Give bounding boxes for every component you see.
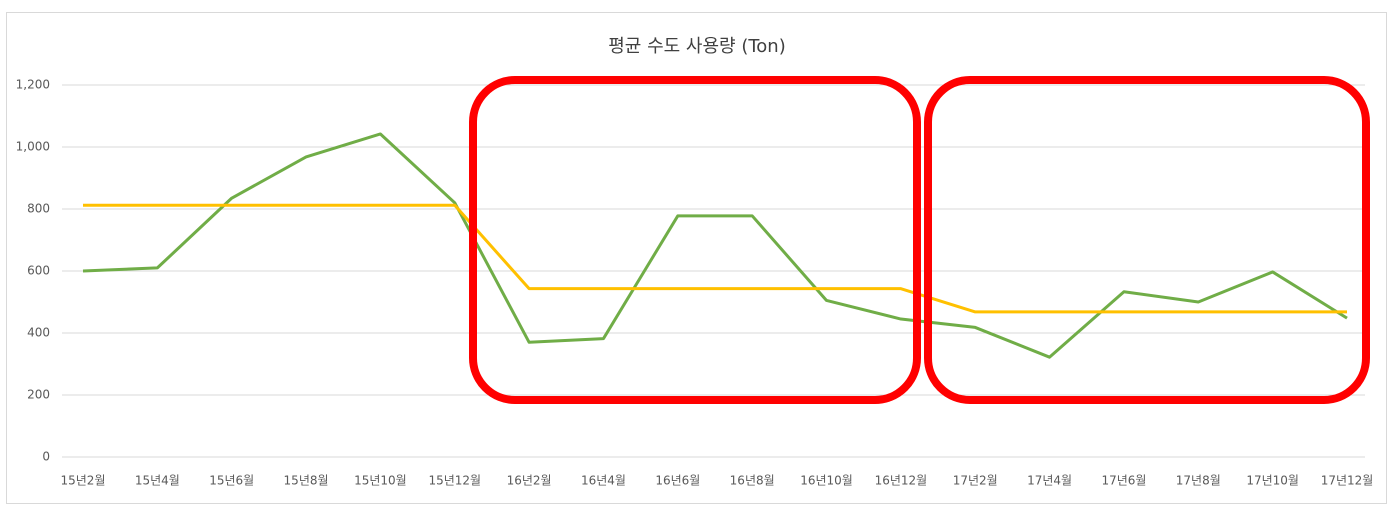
y-tick-label: 600 [27,264,50,278]
y-tick-label: 800 [27,202,50,216]
x-tick-label: 16년4월 [581,474,626,488]
chart-frame [6,12,1387,504]
x-tick-label: 15년10월 [354,474,407,488]
y-tick-label: 200 [27,388,50,402]
x-tick-label: 17년2월 [953,474,998,488]
x-tick-label: 15년8월 [284,474,329,488]
x-tick-label: 16년10월 [800,474,853,488]
x-tick-label: 15년2월 [61,474,106,488]
x-tick-label: 17년8월 [1176,474,1221,488]
series-line [83,203,1347,314]
x-tick-label: 17년6월 [1101,474,1146,488]
x-tick-label: 17년4월 [1027,474,1072,488]
y-tick-label: 400 [27,326,50,340]
x-tick-label: 16년8월 [730,474,775,488]
x-tick-label: 16년2월 [507,474,552,488]
chart-title: 평균 수도 사용량 (Ton) [608,36,786,57]
plot-area: 0 200 400 600 800 1,000 1,200 15년2월 15년4월 15년6월 15… [16,78,1374,488]
y-tick-label: 1,200 [16,78,50,92]
x-tick-label: 17년12월 [1321,474,1374,488]
y-tick-label: 0 [42,450,50,464]
x-tick-label: 16년12월 [875,474,928,488]
highlight-box [924,76,1370,404]
series-line [82,132,1348,359]
x-tick-label: 15년6월 [209,474,254,488]
x-tick-label: 16년6월 [655,474,700,488]
x-tick-label: 17년10월 [1246,474,1299,488]
y-tick-label: 1,000 [16,140,50,154]
x-tick-label: 15년4월 [135,474,180,488]
highlight-box [469,76,921,404]
x-tick-label: 15년12월 [428,474,481,488]
